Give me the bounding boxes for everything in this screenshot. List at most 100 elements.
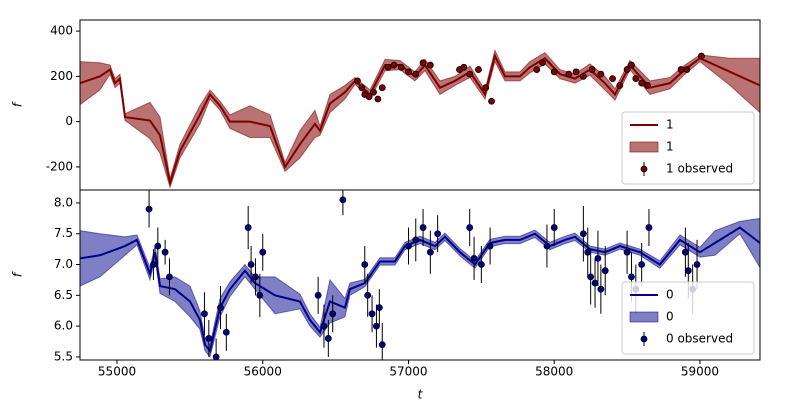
legend-label: 1 observed <box>666 162 733 176</box>
observed-point <box>482 84 490 92</box>
y-tick-label: 6.0 <box>54 319 73 333</box>
observed-point <box>638 261 646 268</box>
x-tick-label: 56000 <box>244 365 282 379</box>
observed-point <box>426 61 434 69</box>
observed-point <box>405 68 412 76</box>
observed-point <box>683 66 691 73</box>
y-tick-label: 6.5 <box>54 288 73 302</box>
x-tick-label: 57000 <box>389 365 427 379</box>
observed-point <box>314 291 322 299</box>
observed-point <box>594 254 602 262</box>
observed-point <box>365 93 373 101</box>
legend-box <box>621 111 755 185</box>
observed-point <box>412 236 420 244</box>
observed-point <box>405 242 412 250</box>
observed-point <box>609 75 616 83</box>
observed-point <box>373 322 380 330</box>
observed-point <box>368 310 376 318</box>
legend-swatch <box>640 165 648 173</box>
observed-point <box>370 88 377 96</box>
x-tick-label: 59000 <box>681 365 719 379</box>
observed-point <box>339 196 347 204</box>
y-tick-label: 7.0 <box>54 257 73 271</box>
legend-label: 0 <box>666 288 674 302</box>
observed-point <box>378 84 386 92</box>
observed-point <box>645 224 653 231</box>
observed-point <box>584 248 592 256</box>
observed-point <box>597 70 605 78</box>
observed-point <box>579 72 587 80</box>
observed-point <box>591 279 599 287</box>
observed-point <box>533 66 541 73</box>
observed-point <box>412 70 420 78</box>
observed-point <box>256 291 264 299</box>
observed-point <box>426 248 434 256</box>
observed-point <box>161 248 169 256</box>
y-tick-label: 0 <box>65 114 73 128</box>
observed-point <box>470 254 478 262</box>
observed-point <box>364 291 372 299</box>
observed-point <box>644 82 651 89</box>
observed-point <box>354 77 361 85</box>
observed-point <box>616 82 624 89</box>
observed-point <box>259 248 267 256</box>
x-tick-label: 55000 <box>98 365 136 379</box>
observed-point <box>477 261 485 268</box>
y-tick-label: 8.0 <box>54 195 73 209</box>
y-tick-label: 200 <box>50 69 73 83</box>
observed-point <box>329 310 337 318</box>
observed-point <box>222 328 230 336</box>
observed-point <box>628 61 635 69</box>
x-axis-label: t <box>418 388 424 400</box>
observed-point <box>632 75 640 83</box>
observed-point <box>244 224 252 231</box>
observed-point <box>543 242 551 250</box>
observed-point <box>320 322 328 330</box>
legend-swatch <box>640 335 648 343</box>
observed-point <box>638 79 646 87</box>
observed-point <box>539 59 546 67</box>
observed-point <box>677 66 685 73</box>
observed-point <box>486 242 494 250</box>
plot-area <box>80 190 760 360</box>
legend-label: 1 <box>666 118 674 132</box>
observed-point <box>588 66 596 73</box>
observed-point <box>252 273 259 281</box>
observed-point <box>397 63 405 71</box>
observed-point <box>217 304 224 312</box>
observed-point <box>597 285 605 293</box>
y-tick-label: -200 <box>46 159 73 173</box>
y-tick-label: 7.5 <box>54 226 73 240</box>
observed-point <box>378 341 386 349</box>
observed-point <box>247 261 255 268</box>
legend-box <box>621 281 755 355</box>
observed-point <box>684 267 692 275</box>
legend-label: 1 <box>666 140 674 154</box>
observed-point <box>628 273 635 281</box>
observed-point <box>579 230 587 238</box>
observed-point <box>324 335 332 342</box>
observed-point <box>550 224 558 231</box>
observed-point <box>466 224 474 231</box>
observed-point <box>623 66 631 73</box>
y-axis-label: f <box>11 101 25 107</box>
y-tick-label: 5.5 <box>54 349 73 363</box>
observed-point <box>466 70 474 78</box>
x-tick-label: 58000 <box>535 365 573 379</box>
observed-point <box>358 84 366 92</box>
observed-point <box>572 68 580 76</box>
observed-point <box>419 59 427 67</box>
observed-point <box>384 63 392 71</box>
observed-point <box>419 224 427 231</box>
legend-swatch <box>629 141 659 153</box>
mean-line <box>80 53 760 187</box>
legend-label: 0 <box>666 310 674 324</box>
observed-point <box>693 261 701 268</box>
observed-point <box>488 97 495 105</box>
observed-point <box>434 230 442 238</box>
observed-point <box>361 261 369 268</box>
observed-point <box>601 267 609 275</box>
plot-area <box>80 48 760 189</box>
observed-point <box>587 273 595 281</box>
observed-point <box>212 353 220 360</box>
